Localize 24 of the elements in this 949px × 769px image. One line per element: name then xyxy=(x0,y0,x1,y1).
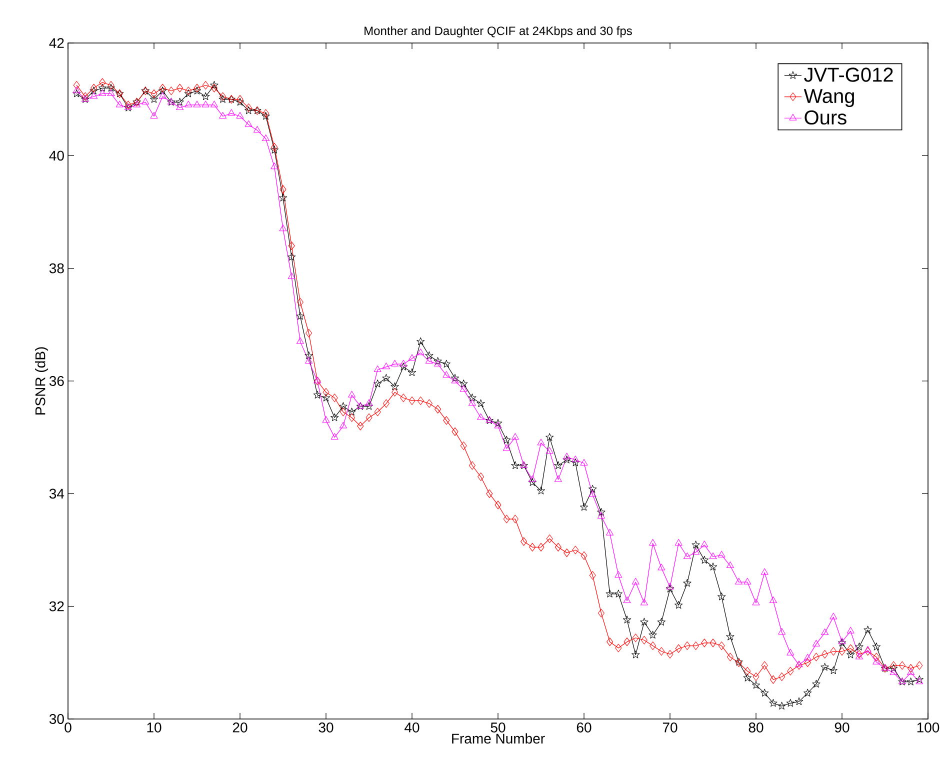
x-axis-title: Frame Number xyxy=(452,733,545,744)
x-tick-label: 40 xyxy=(404,722,420,732)
x-tick-label: 20 xyxy=(232,722,248,732)
y-tick-label: 40 xyxy=(49,150,64,161)
legend-label: JVT-G012 xyxy=(804,68,893,82)
x-tick-label: 90 xyxy=(834,722,850,732)
x-tick-label: 10 xyxy=(147,722,162,732)
x-tick-label: 50 xyxy=(490,722,506,732)
y-tick-label: 42 xyxy=(49,38,64,48)
x-tick-label: 60 xyxy=(576,722,592,732)
legend-label: Ours xyxy=(804,110,846,125)
chart-title: Monther and Daughter QCIF at 24Kbps and 30 fps xyxy=(364,26,632,38)
y-tick-label: 36 xyxy=(49,376,64,386)
y-tick-label: 32 xyxy=(49,601,64,612)
y-tick-label: 30 xyxy=(49,714,64,724)
x-tick-label: 0 xyxy=(64,722,72,732)
y-tick-label: 38 xyxy=(49,263,64,274)
x-tick-label: 80 xyxy=(748,722,764,732)
y-axis-title: PSNR (dB) xyxy=(34,347,48,414)
legend-label: Wang xyxy=(804,89,854,108)
x-tick-label: 100 xyxy=(917,722,940,732)
x-tick-label: 70 xyxy=(662,722,678,732)
y-tick-label: 34 xyxy=(49,488,64,499)
x-tick-label: 30 xyxy=(318,722,334,732)
